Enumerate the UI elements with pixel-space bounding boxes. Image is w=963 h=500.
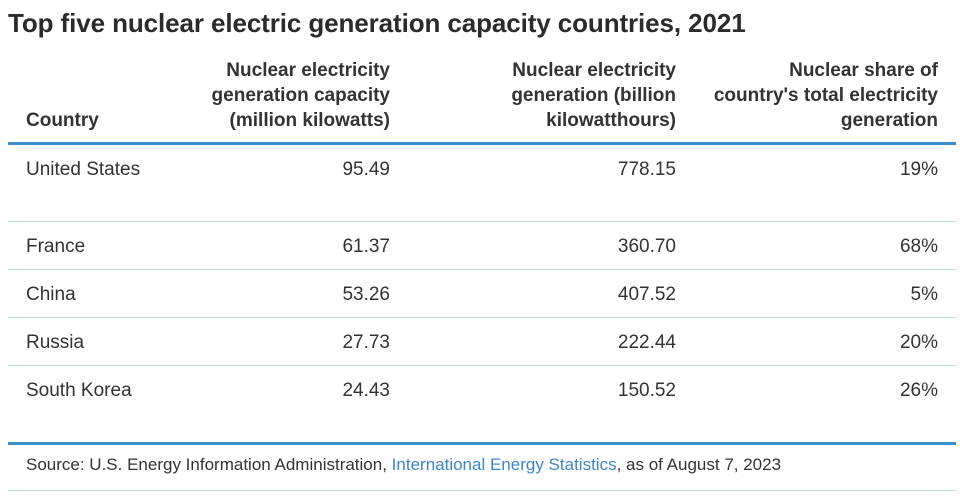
cell-share: 19%: [899, 159, 938, 180]
cell-country: China: [26, 284, 76, 305]
cell-country: Russia: [26, 332, 85, 353]
page-title: Top five nuclear electric generation cap…: [8, 8, 746, 38]
cell-generation: 360.70: [617, 236, 676, 257]
cell-generation: 222.44: [617, 332, 676, 353]
table-row: China 53.26 407.52 5%: [8, 270, 956, 318]
cell-share: 68%: [899, 236, 938, 257]
header-share: Nuclear share of country's total electri…: [713, 60, 938, 131]
cell-share: 20%: [899, 332, 938, 353]
cell-capacity: 24.43: [342, 380, 390, 401]
international-energy-statistics-link[interactable]: International Energy Statistics: [391, 455, 617, 474]
cell-generation: 407.52: [617, 284, 676, 305]
source-suffix: , as of August 7, 2023: [616, 455, 782, 474]
cell-share: 26%: [899, 380, 938, 401]
cell-generation: 778.15: [617, 159, 676, 180]
table-row: United States 95.49 778.15 19%: [8, 144, 956, 222]
header-country: Country: [26, 110, 99, 131]
header-capacity: Nuclear electricity generation capacity …: [211, 60, 390, 131]
bottom-divider: [8, 490, 956, 491]
cell-country: South Korea: [26, 380, 132, 401]
cell-generation: 150.52: [617, 380, 676, 401]
source-note: Source: U.S. Energy Information Administ…: [26, 455, 781, 475]
header-generation: Nuclear electricity generation (billion …: [511, 60, 676, 131]
cell-share: 5%: [910, 284, 938, 305]
cell-capacity: 53.26: [342, 284, 390, 305]
table-row: Russia 27.73 222.44 20%: [8, 318, 956, 366]
table-row: South Korea 24.43 150.52 26%: [8, 366, 956, 444]
cell-country: France: [26, 236, 86, 257]
table-row: France 61.37 360.70 68%: [8, 222, 956, 270]
source-prefix: Source: U.S. Energy Information Administ…: [26, 455, 392, 474]
cell-capacity: 61.37: [342, 236, 390, 257]
cell-capacity: 95.49: [342, 159, 390, 180]
cell-country: United States: [26, 159, 141, 180]
capacity-table: Country Nuclear electricity generation c…: [8, 58, 956, 445]
table-header-row: Country Nuclear electricity generation c…: [8, 58, 956, 144]
cell-capacity: 27.73: [342, 332, 390, 353]
